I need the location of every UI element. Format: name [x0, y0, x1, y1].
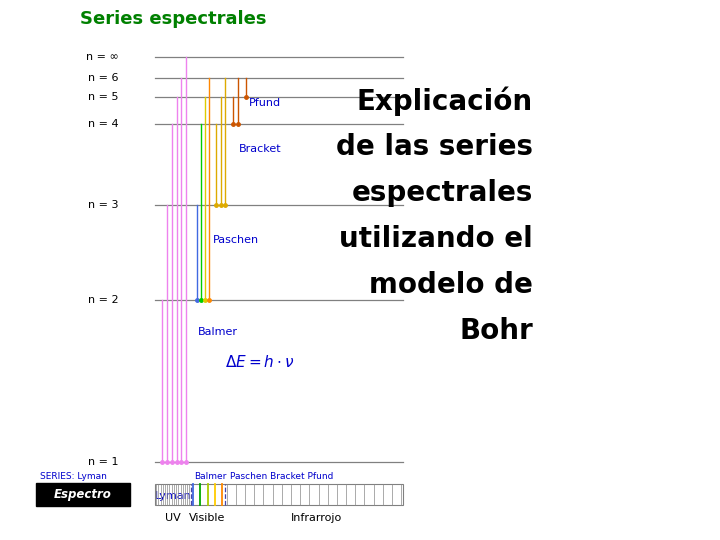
- Text: n = 6: n = 6: [89, 73, 119, 83]
- Text: n = 2: n = 2: [88, 295, 119, 305]
- Text: Balmer: Balmer: [198, 327, 238, 337]
- Text: modelo de: modelo de: [369, 271, 533, 299]
- Text: n = 5: n = 5: [89, 92, 119, 102]
- Text: Series espectrales: Series espectrales: [79, 10, 266, 28]
- Text: Balmer: Balmer: [194, 472, 226, 481]
- Text: n = ∞: n = ∞: [86, 52, 119, 62]
- Text: de las series: de las series: [336, 133, 533, 161]
- Text: n = 4: n = 4: [88, 119, 119, 129]
- Text: n = 1: n = 1: [89, 457, 119, 467]
- Text: utilizando el: utilizando el: [339, 225, 533, 253]
- Bar: [155, 484, 403, 505]
- Text: Bohr: Bohr: [459, 317, 533, 345]
- Text: UV: UV: [165, 513, 181, 523]
- Text: Paschen Bracket Pfund: Paschen Bracket Pfund: [230, 472, 334, 481]
- Text: Infrarrojo: Infrarrojo: [291, 513, 343, 523]
- Text: SERIES: Lyman: SERIES: Lyman: [40, 472, 107, 481]
- Text: n = 3: n = 3: [89, 200, 119, 210]
- Text: Lyman: Lyman: [154, 491, 192, 502]
- Text: Paschen: Paschen: [212, 235, 258, 245]
- Text: Espectro: Espectro: [54, 488, 112, 501]
- Text: Visible: Visible: [189, 513, 225, 523]
- Text: Explicación: Explicación: [356, 86, 533, 116]
- Text: $\Delta E = h \cdot \nu$: $\Delta E = h \cdot \nu$: [225, 354, 294, 370]
- Bar: [36, 483, 130, 506]
- Text: Bracket: Bracket: [239, 144, 282, 154]
- Text: Pfund: Pfund: [248, 98, 281, 108]
- Text: espectrales: espectrales: [351, 179, 533, 207]
